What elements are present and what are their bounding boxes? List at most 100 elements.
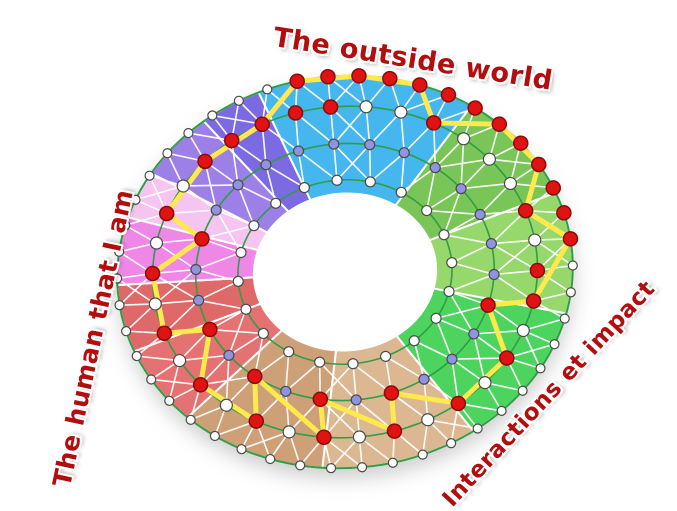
web-line — [493, 273, 534, 302]
node — [183, 128, 194, 139]
node — [446, 353, 458, 365]
red-node — [383, 385, 400, 401]
red-node — [202, 321, 218, 338]
web-line — [155, 299, 199, 305]
web-line — [400, 152, 406, 193]
node — [248, 220, 260, 232]
node — [482, 152, 497, 166]
web-line — [490, 242, 538, 272]
web-line — [265, 164, 277, 204]
web-line — [265, 164, 305, 189]
node — [474, 208, 486, 221]
red-node — [425, 115, 442, 131]
red-node — [156, 325, 173, 342]
node — [176, 179, 190, 193]
node — [380, 350, 392, 362]
node — [528, 233, 542, 247]
web-line — [460, 182, 511, 190]
web-line — [451, 242, 492, 264]
node — [114, 300, 125, 311]
node — [516, 323, 530, 338]
web-line — [400, 112, 406, 153]
node — [232, 179, 244, 191]
node — [314, 356, 326, 368]
node — [364, 176, 376, 188]
web-line — [369, 152, 405, 183]
web-line — [136, 355, 180, 362]
red-node — [247, 368, 263, 385]
red-node — [287, 105, 304, 121]
node — [219, 398, 233, 412]
web-line — [298, 150, 338, 181]
web-line — [425, 167, 437, 211]
node — [262, 84, 273, 95]
node — [270, 197, 282, 209]
web-line — [448, 273, 495, 293]
web-line — [460, 158, 491, 190]
web-line — [443, 233, 492, 245]
web-line — [195, 251, 242, 271]
node — [472, 423, 483, 434]
node — [421, 204, 433, 217]
web-line — [152, 272, 200, 302]
red-node — [382, 70, 398, 87]
web-line — [336, 144, 371, 181]
red-node — [531, 156, 547, 173]
node — [298, 182, 310, 194]
node — [232, 275, 244, 287]
node — [114, 246, 125, 257]
web-line — [489, 158, 539, 166]
web-line — [506, 343, 555, 359]
web-line — [385, 355, 425, 380]
node — [446, 438, 457, 449]
node — [398, 147, 410, 159]
red-node — [556, 205, 572, 221]
red-node — [467, 100, 483, 116]
node — [359, 100, 373, 114]
node — [149, 236, 164, 250]
red-node — [254, 116, 270, 133]
node — [356, 462, 368, 473]
node — [223, 349, 235, 361]
web-line — [241, 431, 290, 450]
node — [421, 413, 435, 427]
web-line — [163, 299, 200, 334]
node — [517, 385, 528, 396]
node — [395, 186, 407, 198]
red-node — [289, 73, 305, 89]
web-line — [479, 182, 511, 216]
node — [209, 430, 220, 442]
web-line — [426, 187, 462, 212]
node — [417, 449, 428, 460]
node — [443, 285, 455, 298]
web-line — [201, 224, 255, 240]
node — [172, 353, 187, 368]
node — [146, 374, 157, 385]
node — [112, 273, 123, 284]
red-node — [223, 132, 240, 149]
node — [468, 328, 480, 340]
node — [265, 453, 276, 465]
red-node — [158, 205, 175, 222]
web-line — [435, 304, 489, 320]
web-line — [434, 138, 465, 169]
web-line — [319, 363, 354, 400]
node — [280, 385, 292, 397]
red-node — [248, 413, 265, 429]
web-line — [228, 332, 264, 357]
node — [457, 132, 471, 146]
web-line — [443, 213, 481, 236]
node — [148, 297, 162, 311]
red-node — [412, 77, 428, 93]
red-node — [499, 350, 515, 366]
red-node — [312, 391, 329, 407]
node — [190, 263, 202, 276]
node — [488, 268, 500, 281]
red-node — [197, 153, 213, 170]
node — [438, 229, 450, 241]
web-line — [427, 418, 478, 430]
node — [549, 339, 560, 350]
node — [485, 238, 497, 250]
web-line — [135, 185, 184, 201]
